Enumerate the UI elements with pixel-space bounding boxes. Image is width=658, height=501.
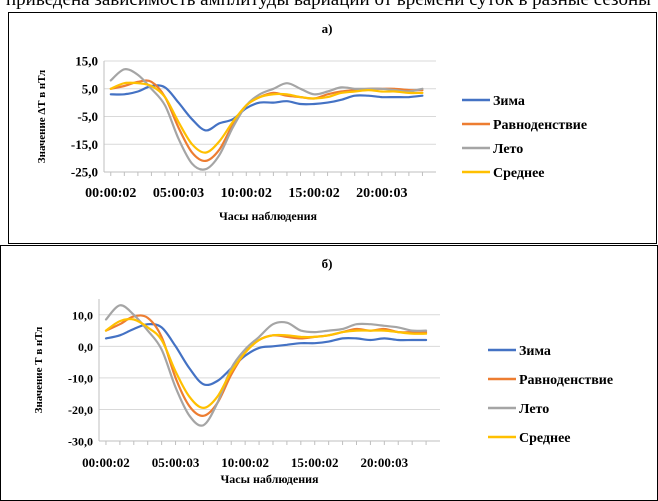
- y-tick-label: -10,0: [68, 371, 93, 385]
- y-tick-label: 5,0: [82, 81, 98, 96]
- x-tick-label: 20:00:03: [356, 186, 407, 201]
- y-tick-label: -30,0: [68, 435, 93, 449]
- legend-label-winter: Зима: [493, 94, 525, 109]
- y-axis-label: Значение ΔT в нТл: [36, 70, 48, 163]
- series-line-average: [104, 317, 428, 409]
- y-tick-label: 0,0: [78, 340, 93, 354]
- legend-label-winter: Зима: [519, 344, 551, 359]
- x-tick-label: 20:00:03: [360, 455, 408, 470]
- x-tick-label: 00:00:02: [85, 186, 136, 201]
- chart-title: б): [322, 256, 333, 271]
- legend-label-average: Среднее: [519, 431, 571, 446]
- series-line-average: [109, 81, 424, 154]
- chart-panel-a: а) 15,0 5,0 -5,0 -15,0 -25,0 00:00:02 05:00:03 1…: [0, 12, 658, 244]
- legend-label-summer: Лето: [519, 402, 549, 417]
- chart-a: а) 15,0 5,0 -5,0 -15,0 -25,0 00:00:02 05:00:03 1…: [8, 12, 657, 244]
- legend-label-equinox: Равноденствие: [493, 118, 587, 133]
- legend-label-average: Среднее: [493, 166, 545, 181]
- chart-panel-b: б) 10,0 0,0 -10,0 -20,0 -30,0 00:00:02 05:00:03…: [0, 245, 658, 501]
- cropped-caption-text: приведена зависимость амплитуды вариаций…: [0, 0, 658, 18]
- x-tick-label: 05:00:03: [152, 455, 200, 470]
- chart-b: б) 10,0 0,0 -10,0 -20,0 -30,0 00:00:02 05:00:03…: [0, 245, 658, 501]
- chart-title: а): [322, 21, 333, 36]
- x-tick-label: 10:00:02: [221, 186, 272, 201]
- series-line-equinox: [109, 79, 424, 163]
- y-tick-label: -15,0: [71, 137, 98, 152]
- series-line-summer: [109, 68, 424, 171]
- y-tick-label: 10,0: [72, 308, 93, 322]
- x-axis-label: Часы наблюдения: [219, 209, 318, 223]
- y-axis-label: Значение Т в нТл: [33, 327, 45, 414]
- chart-border: [8, 12, 657, 244]
- x-tick-label: 05:00:03: [153, 186, 204, 201]
- x-tick-label: 15:00:02: [288, 186, 339, 201]
- series-line-winter: [109, 84, 424, 132]
- x-tick-label: 00:00:02: [82, 455, 130, 470]
- series-line-winter: [104, 322, 428, 387]
- caption-fragment: приведена зависимость амплитуды вариаций…: [6, 0, 651, 11]
- series-line-summer: [104, 304, 428, 427]
- legend-label-summer: Лето: [493, 142, 523, 157]
- legend-label-equinox: Равноденствие: [519, 373, 613, 388]
- x-tick-label: 10:00:02: [221, 455, 269, 470]
- x-axis-label: Часы наблюдения: [220, 472, 319, 486]
- y-tick-label: -25,0: [71, 165, 98, 180]
- x-tick-label: 15:00:02: [291, 455, 339, 470]
- y-tick-label: 15,0: [75, 54, 98, 69]
- y-tick-label: -20,0: [68, 403, 93, 417]
- y-tick-label: -5,0: [77, 109, 98, 124]
